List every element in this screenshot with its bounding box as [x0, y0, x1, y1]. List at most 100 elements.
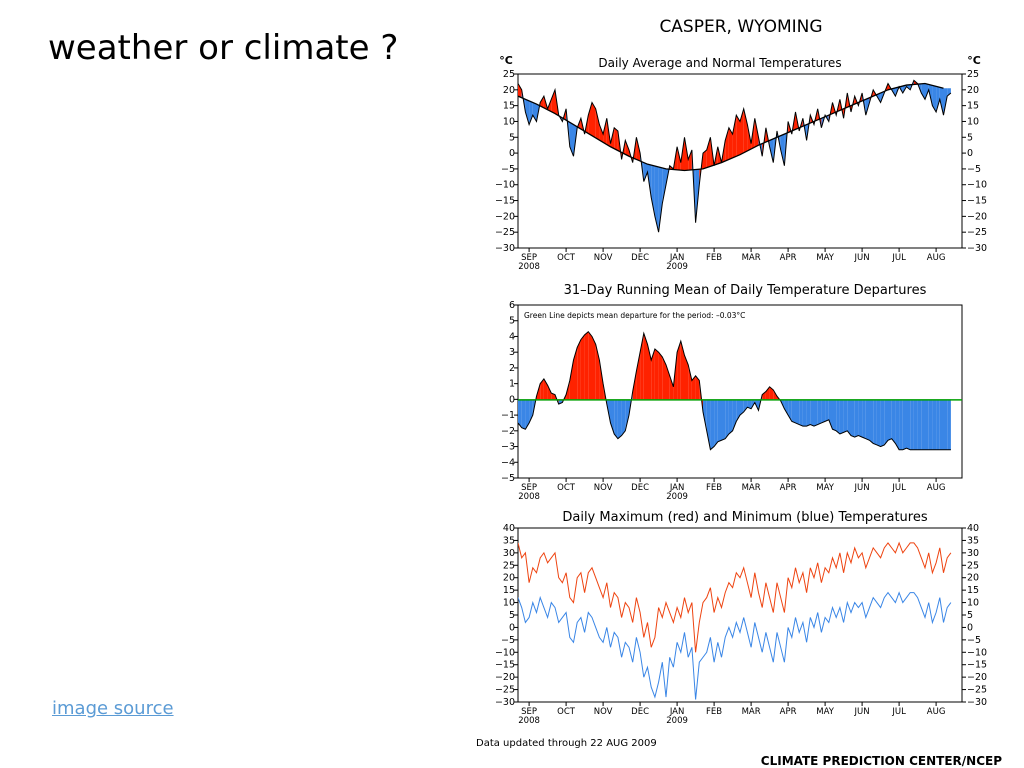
plot-area — [518, 331, 962, 451]
negative-departure-fill — [625, 399, 629, 431]
y-tick-label-left: −25 — [495, 227, 515, 238]
y-tick-label-left: 0 — [509, 622, 515, 633]
negative-departure-fill — [888, 399, 892, 441]
y-tick-label-left: −30 — [495, 697, 515, 708]
above-normal-fill — [732, 115, 737, 158]
normal-line — [518, 82, 944, 172]
x-tick-label: APR — [780, 707, 797, 717]
below-normal-fill — [525, 99, 530, 125]
negative-departure-fill — [814, 399, 818, 427]
above-normal-fill — [588, 102, 592, 136]
x-tick-label: FEB — [706, 707, 722, 717]
positive-departure-fill — [540, 378, 544, 400]
plot-frame — [517, 304, 963, 479]
x-year-label: 2008 — [518, 716, 540, 726]
below-normal-fill — [925, 83, 929, 100]
y-tick-label-right: −15 — [967, 660, 987, 671]
y-tick-label-left: 1 — [509, 379, 515, 390]
x-tick-label: OCT — [557, 483, 576, 493]
positive-departure-fill — [762, 391, 766, 400]
positive-departure-fill — [658, 352, 663, 400]
positive-departure-fill — [677, 341, 681, 400]
positive-departure-fill — [654, 349, 659, 400]
x-year-label: 2009 — [666, 716, 688, 726]
x-tick-label: JUL — [891, 707, 906, 717]
x-tick-label: APR — [780, 253, 797, 263]
y-tick-label-left: −3 — [501, 442, 515, 453]
negative-departure-fill — [939, 399, 944, 450]
negative-departure-fill — [847, 399, 851, 436]
above-normal-fill — [551, 89, 555, 114]
y-tick-label-left: 25 — [503, 560, 515, 571]
negative-departure-fill — [743, 399, 748, 412]
x-tick-label: MAR — [742, 253, 761, 263]
negative-departure-fill — [910, 399, 914, 450]
x-tick-label: SEP — [521, 483, 537, 493]
x-tick-label: AUG — [927, 483, 946, 493]
negative-departure-fill — [947, 399, 951, 450]
x-tick-label: MAY — [816, 253, 834, 263]
x-tick-label: JAN — [669, 253, 685, 263]
positive-departure-fill — [569, 360, 574, 400]
y-tick-label-left: −15 — [495, 660, 515, 671]
min-temperature-line — [518, 591, 952, 700]
negative-departure-fill — [836, 399, 840, 434]
chart-panel-3: Daily Maximum (red) and Minimum (blue) T… — [495, 510, 987, 726]
below-normal-fill — [939, 87, 944, 116]
positive-departure-fill — [584, 331, 589, 400]
y-tick-label-left: 6 — [509, 300, 515, 311]
y-tick-label-right: 0 — [967, 622, 973, 633]
positive-departure-fill — [592, 336, 596, 400]
y-tick-label-right: −30 — [967, 697, 987, 708]
y-tick-label-left: 20 — [503, 573, 515, 584]
negative-departure-fill — [921, 399, 925, 450]
positive-departure-fill — [684, 355, 689, 400]
above-normal-fill — [603, 118, 607, 145]
x-tick-label: JUN — [854, 483, 870, 493]
max-temperature-line — [518, 541, 952, 653]
positive-departure-fill — [680, 341, 685, 400]
positive-departure-fill — [573, 347, 578, 400]
above-normal-fill — [540, 96, 544, 108]
negative-departure-fill — [825, 399, 829, 422]
x-tick-label: NOV — [594, 483, 613, 493]
negative-departure-fill — [925, 399, 929, 450]
y-tick-label-left: −10 — [495, 180, 515, 191]
y-tick-label-left: 35 — [503, 535, 515, 546]
positive-departure-fill — [636, 352, 641, 400]
negative-departure-fill — [876, 399, 881, 447]
negative-departure-fill — [854, 399, 859, 438]
y-tick-label-right: 20 — [967, 85, 979, 96]
below-normal-fill — [780, 134, 785, 166]
y-tick-label-left: 10 — [503, 116, 515, 127]
negative-departure-fill — [943, 399, 948, 450]
above-normal-fill — [706, 137, 711, 168]
above-normal-fill — [595, 108, 600, 141]
negative-departure-fill — [725, 399, 729, 439]
above-normal-fill — [688, 149, 692, 171]
y-tick-label-left: 4 — [509, 331, 515, 342]
negative-departure-fill — [717, 399, 722, 442]
above-normal-fill — [599, 124, 604, 143]
x-tick-label: DEC — [631, 483, 649, 493]
x-tick-label: SEP — [521, 707, 537, 717]
y-tick-label-right: −10 — [967, 180, 987, 191]
negative-departure-fill — [617, 399, 622, 439]
negative-departure-fill — [902, 399, 907, 450]
image-source-link[interactable]: image source — [52, 698, 174, 719]
below-normal-fill — [921, 83, 925, 100]
below-normal-fill — [529, 100, 533, 125]
positive-departure-fill — [695, 375, 700, 400]
negative-departure-fill — [832, 399, 837, 431]
y-tick-label-left: −5 — [501, 635, 515, 646]
negative-departure-fill — [810, 399, 814, 427]
negative-departure-fill — [817, 399, 822, 425]
below-normal-fill — [947, 88, 951, 97]
x-tick-label: MAR — [742, 483, 761, 493]
positive-departure-fill — [580, 334, 585, 400]
y-tick-label-left: 5 — [509, 316, 515, 327]
below-normal-fill — [654, 166, 659, 233]
below-normal-fill — [936, 86, 940, 112]
negative-departure-fill — [728, 399, 733, 434]
